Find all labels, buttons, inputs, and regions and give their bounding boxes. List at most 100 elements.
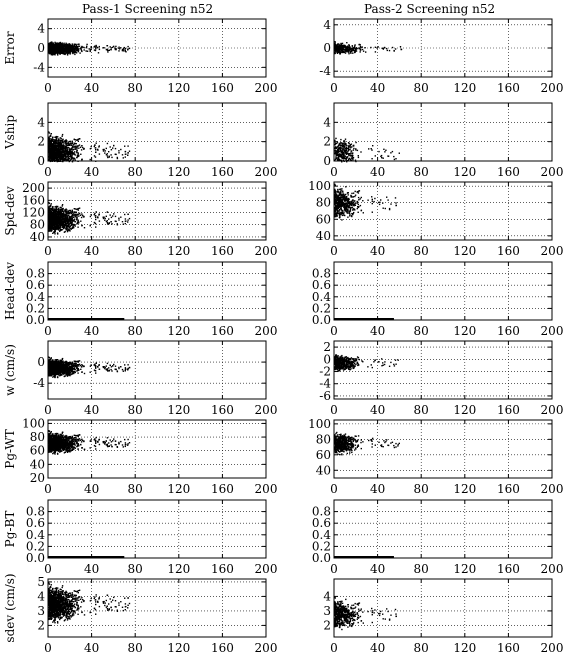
pass1-vship-point: [52, 140, 55, 143]
pass1-vship-point: [77, 140, 79, 142]
pass2-error-point: [344, 52, 347, 54]
pass1-vship-point: [54, 140, 56, 142]
pass2-error-point: [351, 50, 353, 52]
pass1-spd-dev-point: [55, 212, 57, 215]
pass1-vship-point: [61, 147, 63, 149]
pass1-error-point: [83, 46, 85, 49]
pass1-spd-dev-point: [94, 222, 97, 225]
pass1-spd-dev-point: [67, 218, 69, 220]
pass1-spd-dev-point: [54, 208, 56, 210]
pass1-vship-point: [63, 159, 65, 161]
pass2-error-point: [359, 48, 361, 50]
pass2-vship-point: [346, 157, 348, 159]
pass1-spd-dev-point: [57, 226, 59, 228]
pass2-error-point: [334, 46, 337, 49]
pass1-spd-dev-point: [53, 228, 55, 230]
pass1-vship-point: [59, 159, 62, 161]
pass1-error-point: [60, 50, 62, 52]
pass1-spd-dev-point: [55, 215, 58, 217]
pass1-error-point: [70, 44, 72, 47]
pass1-vship-point: [95, 151, 97, 153]
pass2-error-point: [355, 50, 357, 52]
pass1-spd-dev-point: [48, 225, 51, 227]
pass1-spd-dev-point: [67, 222, 69, 224]
pass1-vship-point: [52, 151, 54, 154]
pass1-spd-dev-point: [67, 219, 69, 222]
pass1-spd-dev-point: [57, 227, 60, 229]
pass2-vship-xtick-label: 80: [414, 165, 429, 179]
pass1-vship-point: [50, 154, 53, 156]
pass1-spd-dev-point: [112, 215, 114, 217]
pass1-spd-dev-point: [74, 225, 76, 227]
pass2-error-point: [334, 48, 336, 50]
pass1-error-point: [71, 48, 73, 50]
pass1-error-point: [72, 46, 74, 48]
pass1-spd-dev-point: [54, 215, 56, 218]
pass1-vship-point: [51, 156, 53, 159]
pass1-spd-dev-point: [76, 215, 78, 217]
pass1-vship-point: [116, 157, 119, 160]
pass1-error-point: [51, 45, 53, 47]
pass1-vship-point: [127, 145, 129, 147]
pass1-error-point: [81, 45, 83, 48]
pass1-spd-dev-point: [63, 225, 66, 228]
pass1-spd-dev-point: [52, 223, 54, 225]
pass1-error-point: [107, 51, 109, 53]
pass2-vship-point: [345, 148, 348, 150]
pass1-vship-point: [128, 150, 131, 152]
pass1-spd-dev-point: [66, 210, 68, 213]
pass1-spd-dev-point: [59, 230, 61, 232]
pass2-error-point: [361, 48, 364, 51]
pass1-vship-point: [67, 154, 69, 156]
pass2-error-point: [376, 47, 378, 49]
pass1-vship-point: [70, 147, 73, 149]
pass1-vship-point: [55, 149, 57, 151]
pass1-spd-dev-point: [70, 219, 73, 221]
pass1-spd-dev-point: [61, 204, 64, 206]
pass1-spd-dev-point: [70, 220, 73, 222]
pass2-vship-point: [381, 157, 383, 159]
pass1-vship-point: [70, 142, 72, 145]
pass1-vship-point: [71, 140, 73, 142]
pass1-spd-dev-point: [116, 223, 118, 225]
pass2-vship-point: [336, 151, 338, 154]
pass1-spd-dev-point: [73, 211, 75, 213]
pass1-error-point: [95, 48, 97, 50]
pass1-vship-point: [51, 140, 53, 143]
pass1-vship-point: [76, 149, 78, 151]
pass2-error-ytick-label: -4: [319, 64, 331, 78]
pass1-vship-point: [65, 157, 67, 159]
pass1-spd-dev-point: [56, 211, 59, 213]
pass2-error-point: [339, 49, 341, 51]
pass2-vship-point: [355, 148, 357, 150]
pass1-spd-dev-point: [68, 214, 70, 217]
pass1-spd-dev-point: [69, 225, 72, 227]
pass1-vship-point: [61, 135, 63, 137]
pass2-vship-point: [340, 155, 343, 157]
pass2-error-point: [339, 47, 341, 50]
pass2-spd-dev-point: [371, 211, 373, 213]
pass1-vship-point: [97, 149, 99, 151]
pass1-spd-dev-point: [67, 220, 69, 223]
pass1-spd-dev-point: [59, 224, 61, 226]
pass2-error-point: [340, 51, 342, 53]
pass1-error-point: [54, 51, 56, 53]
pass1-spd-dev-point: [98, 213, 100, 215]
pass1-error-point: [56, 42, 58, 44]
pass2-error-point: [349, 46, 351, 48]
pass1-error-point: [62, 47, 65, 50]
pass2-vship-point: [337, 149, 339, 152]
pass1-error-point: [71, 50, 74, 52]
pass1-spd-dev-point: [48, 201, 50, 204]
pass1-vship-ytick-label: 2: [37, 135, 45, 149]
pass1-spd-dev-point: [56, 221, 58, 223]
pass1-spd-dev-point: [62, 224, 64, 227]
pass1-error-point: [64, 47, 66, 50]
pass1-spd-dev-point: [48, 210, 50, 212]
pass1-vship-point: [52, 148, 55, 150]
pass1-error-point: [53, 47, 55, 49]
pass1-spd-dev-point: [60, 229, 62, 231]
pass2-vship-point: [346, 153, 348, 155]
pass1-error-point: [56, 49, 58, 52]
pass2-error-ytick-label: 0: [323, 41, 331, 55]
